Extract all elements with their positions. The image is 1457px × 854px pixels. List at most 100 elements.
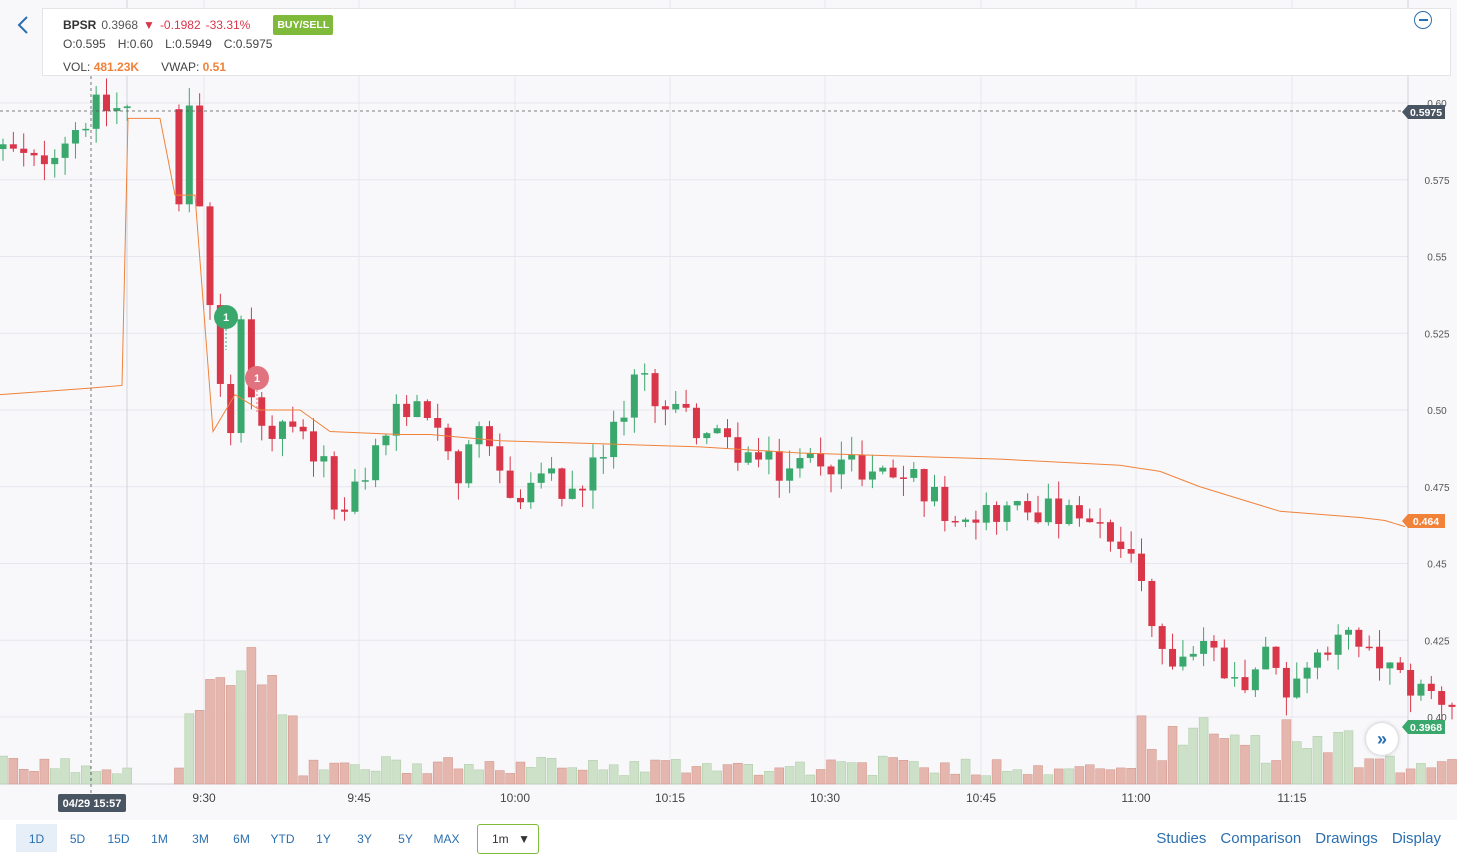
volume-bar [422, 773, 433, 785]
volume-bar [1105, 769, 1116, 785]
collapse-button[interactable] [1414, 11, 1432, 29]
volume-bar [1395, 772, 1405, 785]
volume-bar [1385, 755, 1395, 785]
period-ytd[interactable]: YTD [270, 832, 295, 846]
period-5y[interactable]: 5Y [398, 832, 413, 846]
price-chart[interactable]: 0.60 0.575 0.55 0.525 0.50 0.475 0.45 0.425 0.40… [0, 0, 1457, 820]
volume-bar [1064, 768, 1074, 785]
candle-body [103, 94, 110, 112]
volume-bar [1022, 774, 1033, 785]
volume-bar [1147, 749, 1157, 785]
period-5d[interactable]: 5D [69, 832, 86, 846]
interval-dropdown[interactable]: 1m ▼ [477, 824, 539, 854]
last-price-label-tag [1402, 720, 1445, 734]
candle-body [1138, 553, 1145, 581]
candle-body [1407, 670, 1415, 696]
volume-bar [805, 774, 816, 785]
vwap-price-label-tag [1402, 514, 1445, 528]
candle-body [579, 488, 587, 491]
candle-body [1417, 683, 1425, 696]
volume-bar [267, 675, 277, 785]
volume-bar [712, 770, 722, 785]
candle-body [1200, 640, 1208, 654]
volume-bar [194, 710, 205, 785]
candle-body [899, 477, 907, 479]
candle-body [1210, 640, 1218, 648]
candle-body [962, 519, 970, 522]
volume-bar [1271, 760, 1281, 785]
volume-bar [1250, 735, 1261, 785]
candle-body [71, 130, 79, 144]
candle-body [413, 401, 421, 418]
chart-tools: Studies Comparison Drawings Display [1156, 824, 1441, 854]
period-3m[interactable]: 3M [192, 832, 209, 846]
symbol[interactable]: BPSR [63, 18, 97, 32]
candle-body [278, 421, 286, 439]
volume-bar [18, 768, 29, 785]
period-1y[interactable]: 1Y [316, 832, 331, 846]
volume-bar [753, 774, 764, 785]
volume-bar [577, 769, 588, 785]
volume-bar [391, 759, 402, 785]
drawings-button[interactable]: Drawings [1315, 830, 1378, 847]
volume-bar [557, 767, 567, 785]
scroll-to-latest-button[interactable]: » [1366, 723, 1398, 755]
volume-bar [246, 647, 257, 785]
volume-bar [639, 771, 650, 785]
period-15d[interactable]: 15D [107, 832, 130, 846]
volume-bar [867, 775, 878, 785]
volume-stat: VOL: 481.23K [63, 60, 139, 74]
period-3y[interactable]: 3Y [357, 832, 372, 846]
volume-bar [919, 767, 929, 785]
candle-body [465, 444, 473, 484]
candle-body [237, 319, 245, 434]
volume-bar [401, 773, 412, 785]
y-tick-label: 0.525 [1424, 329, 1449, 340]
volume-bar [1405, 768, 1416, 785]
volume-bar [1426, 767, 1437, 785]
volume-bar [1229, 734, 1240, 785]
candle-body [1334, 634, 1342, 655]
display-button[interactable]: Display [1391, 830, 1441, 847]
quote-info-panel: BPSR 0.3968 ▼ -0.1982 -33.31% BUY/SELL O… [42, 8, 1451, 76]
chart-area[interactable]: 0.60 0.575 0.55 0.525 0.50 0.475 0.45 0.425 0.40… [0, 0, 1457, 820]
candle-body [1075, 505, 1083, 519]
candle-body [517, 497, 524, 503]
candle-body [1158, 626, 1166, 649]
crosshair-price-label: 0.5975 [1410, 107, 1442, 119]
comparison-button[interactable]: Comparison [1220, 830, 1302, 847]
candle-body [889, 467, 897, 478]
x-tick-label: 10:30 [810, 791, 840, 805]
period-1d[interactable]: 1D [16, 824, 57, 852]
period-max[interactable]: MAX [433, 832, 460, 846]
period-6m[interactable]: 6M [233, 832, 250, 846]
candle-body [372, 445, 380, 481]
candle-body [1220, 647, 1228, 679]
candle-body [951, 520, 959, 523]
volume-bar [546, 758, 557, 785]
volume-bar [70, 772, 81, 785]
volume-bar [122, 767, 132, 785]
volume-bar [1012, 769, 1023, 785]
back-button[interactable] [10, 10, 36, 40]
candle-body [485, 426, 493, 447]
candle-body [113, 108, 121, 112]
volume-bar [1053, 768, 1064, 785]
period-1m[interactable]: 1M [151, 832, 168, 846]
volume-bar [443, 757, 453, 785]
interval-value: 1m [492, 832, 509, 846]
buy-sell-button[interactable]: BUY/SELL [273, 15, 334, 35]
candle-body [423, 401, 431, 418]
volume-bar [91, 771, 101, 785]
volume-bar [981, 775, 991, 785]
candle-body [931, 486, 938, 502]
volume-bar [1116, 767, 1126, 785]
studies-button[interactable]: Studies [1156, 830, 1207, 847]
vwap-value: 0.51 [202, 60, 227, 74]
volume-bar [784, 766, 795, 785]
vwap-label: VWAP: [161, 60, 200, 74]
candle-body [837, 459, 845, 475]
candle-body [299, 426, 307, 432]
candle-body [9, 144, 17, 149]
volume-bar [1416, 763, 1426, 785]
